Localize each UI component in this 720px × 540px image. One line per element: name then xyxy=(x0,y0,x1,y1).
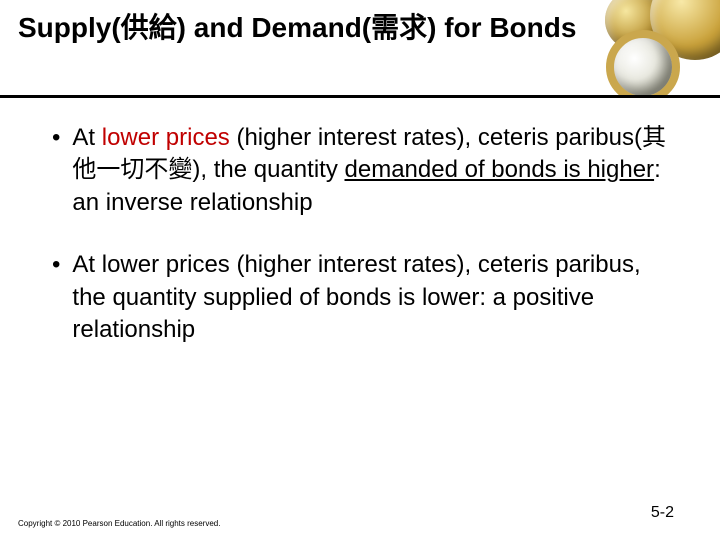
euro-coin-icon xyxy=(606,30,680,95)
bullet-marker: • xyxy=(52,122,60,219)
bullet-text: At lower prices (higher interest rates),… xyxy=(72,122,668,219)
bullet-item: • At lower prices (higher interest rates… xyxy=(52,122,668,219)
highlight-text: lower prices xyxy=(102,124,230,151)
bullet-text: At lower prices (higher interest rates),… xyxy=(72,249,668,346)
bullet-marker: • xyxy=(52,249,60,346)
bullet-item: • At lower prices (higher interest rates… xyxy=(52,249,668,346)
underline-text: demanded of bonds is higher xyxy=(345,156,655,183)
coins-decoration xyxy=(600,0,720,95)
slide-body: • At lower prices (higher interest rates… xyxy=(0,98,720,346)
page-number: 5-2 xyxy=(651,504,674,522)
copyright-footer: Copyright © 2010 Pearson Education. All … xyxy=(18,519,220,528)
slide-title: Supply(供給) and Demand(需求) for Bonds xyxy=(18,10,578,45)
text-segment: At xyxy=(72,124,101,151)
slide-header: Supply(供給) and Demand(需求) for Bonds xyxy=(0,0,720,98)
